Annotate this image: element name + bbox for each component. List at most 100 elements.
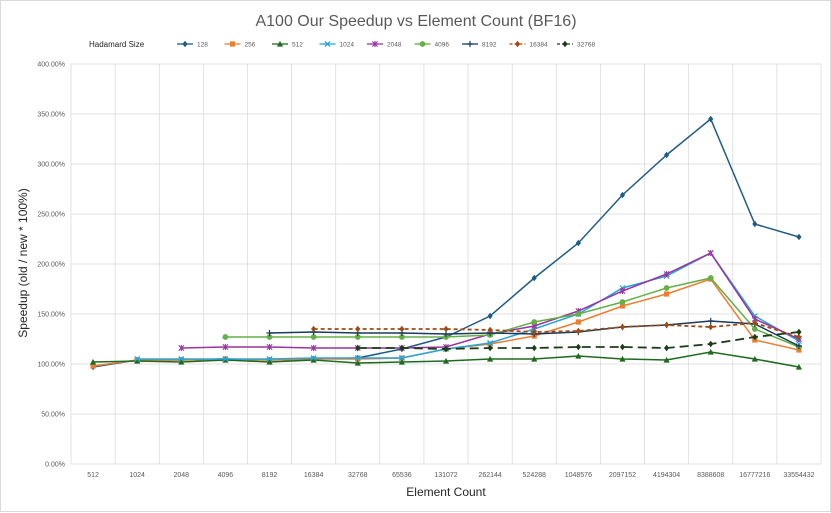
y-tick-label: 200.00% bbox=[37, 262, 65, 269]
data-point bbox=[707, 317, 714, 325]
x-tick-label: 16777216 bbox=[739, 472, 770, 479]
x-tick-label: 512 bbox=[87, 472, 99, 479]
legend-marker bbox=[372, 40, 378, 48]
y-tick-label: 300.00% bbox=[37, 162, 65, 169]
x-tick-label: 32768 bbox=[348, 472, 368, 479]
data-point bbox=[310, 354, 317, 362]
data-point bbox=[531, 355, 538, 362]
legend-label: 1024 bbox=[340, 41, 355, 48]
axes: 0.00% 50.00% 100.00% 150.00% 200.00% 250.00% 3… bbox=[37, 62, 814, 480]
y-tick-label: 350.00% bbox=[37, 112, 65, 119]
data-point bbox=[708, 115, 714, 123]
y-tick-label: 100.00% bbox=[37, 362, 65, 369]
data-point bbox=[266, 358, 273, 365]
data-point bbox=[222, 355, 229, 363]
data-point bbox=[752, 333, 758, 341]
data-point bbox=[442, 357, 450, 364]
data-point bbox=[354, 359, 361, 366]
data-point bbox=[708, 340, 714, 348]
data-point bbox=[575, 352, 582, 359]
y-tick-label: 150.00% bbox=[37, 312, 65, 319]
data-point bbox=[663, 291, 670, 297]
data-point bbox=[663, 285, 670, 291]
legend-entry-256: 256 bbox=[224, 41, 256, 48]
legend-label: 512 bbox=[292, 41, 303, 48]
data-point bbox=[531, 328, 537, 336]
data-point bbox=[354, 334, 361, 340]
data-point bbox=[575, 343, 581, 351]
x-tick-label: 262144 bbox=[478, 472, 501, 479]
data-point bbox=[575, 311, 582, 317]
data-point bbox=[796, 347, 802, 353]
legend-marker bbox=[514, 40, 521, 48]
data-point bbox=[90, 363, 96, 369]
legend-title: Hadamard Size bbox=[89, 40, 145, 49]
x-tick-label: 8388608 bbox=[697, 472, 724, 479]
data-point bbox=[663, 151, 670, 159]
data-point bbox=[355, 344, 361, 352]
series-line-4096 bbox=[225, 277, 800, 348]
data-point bbox=[752, 220, 758, 228]
data-point bbox=[531, 274, 537, 282]
data-point bbox=[619, 323, 626, 331]
data-point bbox=[178, 344, 185, 352]
data-point bbox=[619, 355, 626, 362]
data-point bbox=[707, 249, 714, 257]
data-point bbox=[575, 327, 581, 335]
data-point bbox=[707, 275, 714, 281]
data-point bbox=[531, 344, 537, 352]
series-line-32768 bbox=[357, 331, 800, 350]
data-point bbox=[575, 239, 581, 247]
data-point bbox=[398, 334, 405, 340]
y-tick-label: 400.00% bbox=[37, 62, 65, 69]
legend-label: 8192 bbox=[482, 41, 497, 48]
data-point bbox=[531, 319, 538, 325]
data-point bbox=[663, 344, 670, 352]
series-lines bbox=[89, 115, 803, 371]
legend-marker bbox=[276, 40, 284, 47]
data-point bbox=[619, 299, 626, 305]
data-point bbox=[663, 321, 670, 329]
data-point bbox=[266, 329, 273, 337]
data-point bbox=[222, 343, 229, 351]
series-512 bbox=[89, 348, 803, 370]
data-point bbox=[663, 356, 670, 363]
data-point bbox=[487, 344, 493, 352]
legend-entry-1024: 1024 bbox=[319, 40, 355, 48]
legend-marker bbox=[324, 40, 331, 48]
legend-entry-32768: 32768 bbox=[557, 40, 595, 48]
data-point bbox=[619, 343, 626, 351]
data-point bbox=[796, 233, 802, 241]
legend-label: 256 bbox=[245, 41, 256, 48]
data-point bbox=[310, 356, 317, 363]
x-tick-label: 2097152 bbox=[609, 472, 636, 479]
x-tick-label: 1024 bbox=[129, 472, 145, 479]
y-tick-label: 0.00% bbox=[45, 462, 65, 469]
x-tick-label: 65536 bbox=[392, 472, 412, 479]
y-tick-label: 250.00% bbox=[37, 212, 65, 219]
data-point bbox=[663, 270, 670, 278]
data-point bbox=[443, 345, 449, 353]
series-line-1024 bbox=[137, 252, 800, 360]
data-point bbox=[487, 341, 493, 347]
x-tick-label: 2048 bbox=[174, 472, 190, 479]
data-point bbox=[619, 191, 626, 199]
legend-entry-128: 128 bbox=[177, 40, 208, 48]
data-point bbox=[487, 326, 493, 334]
x-tick-label: 33554432 bbox=[783, 472, 814, 479]
legend-entry-512: 512 bbox=[272, 40, 303, 48]
legend-entry-8192: 8192 bbox=[462, 40, 497, 48]
y-axis-title: Speedup (old / new * 100%) bbox=[16, 188, 30, 337]
data-point bbox=[796, 333, 802, 341]
data-point bbox=[752, 319, 758, 327]
data-point bbox=[222, 334, 229, 340]
legend-marker bbox=[562, 40, 568, 48]
data-point bbox=[310, 344, 317, 352]
data-point bbox=[487, 355, 494, 362]
data-point bbox=[487, 339, 494, 347]
data-point bbox=[399, 325, 405, 333]
data-point bbox=[707, 348, 714, 355]
data-point bbox=[751, 326, 758, 332]
